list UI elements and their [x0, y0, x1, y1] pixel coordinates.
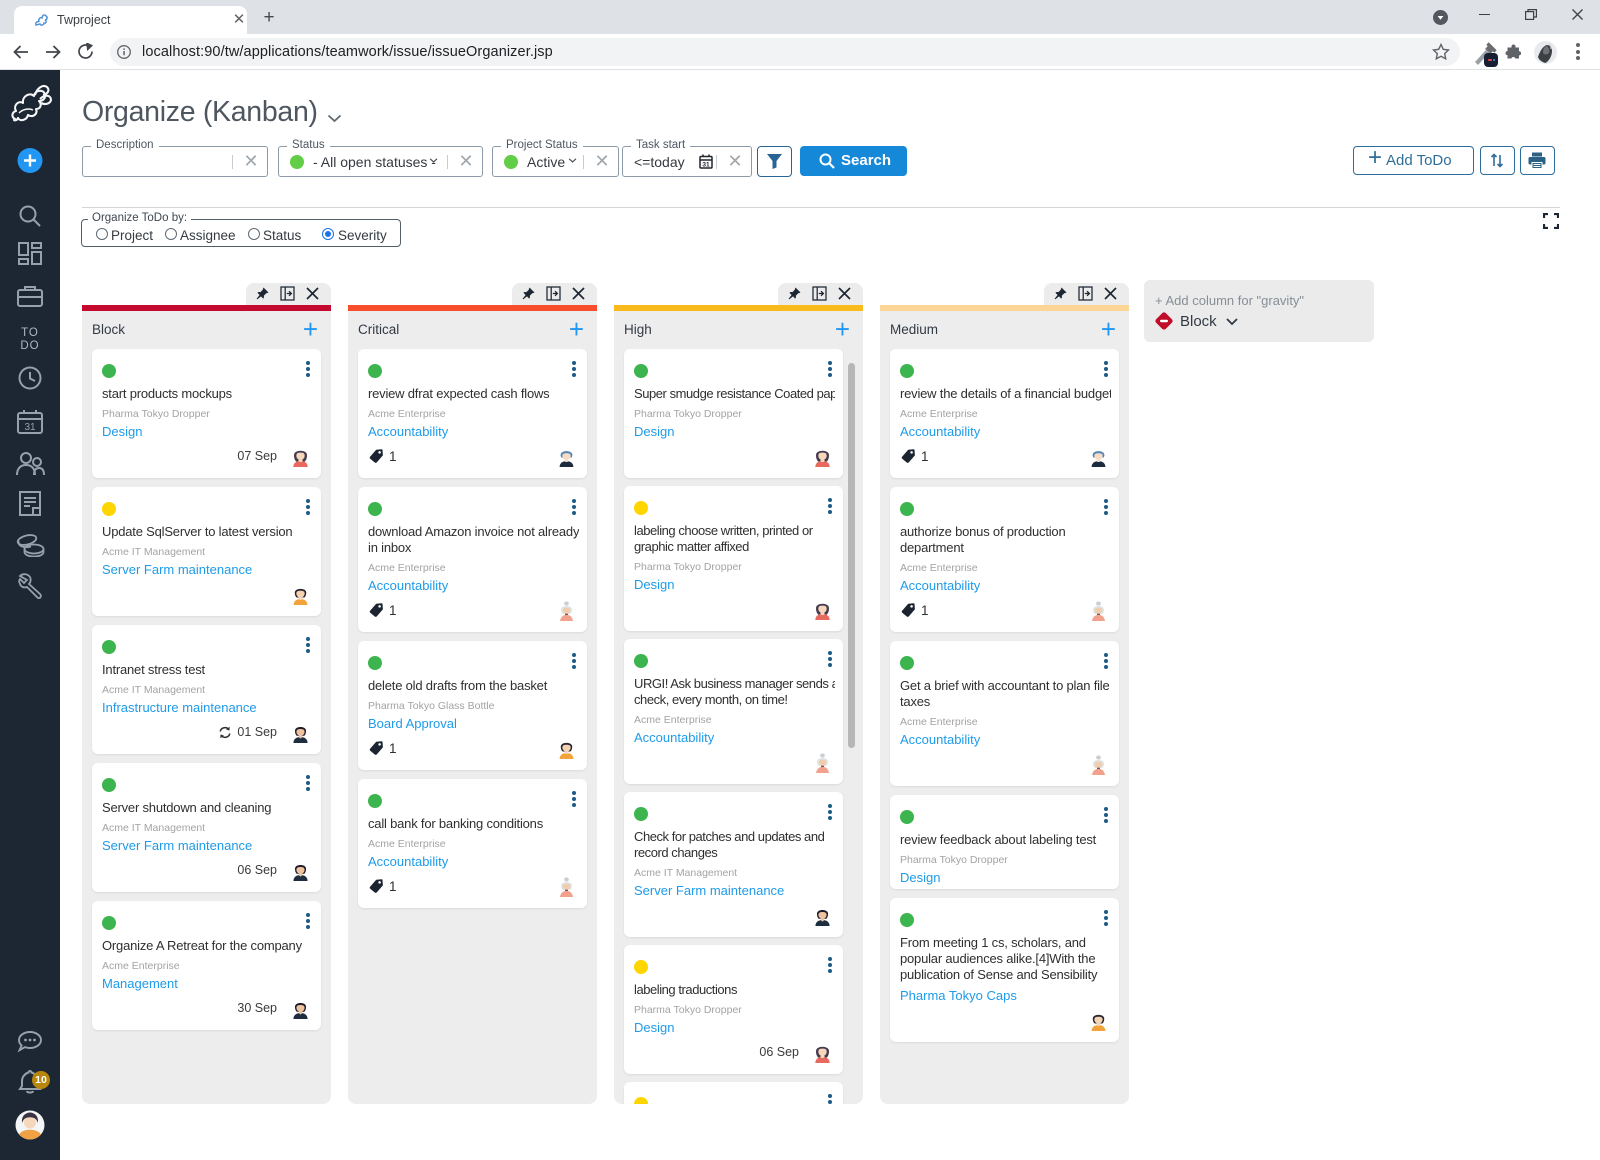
- svg-text:31: 31: [702, 162, 710, 169]
- svg-text:31: 31: [24, 422, 36, 433]
